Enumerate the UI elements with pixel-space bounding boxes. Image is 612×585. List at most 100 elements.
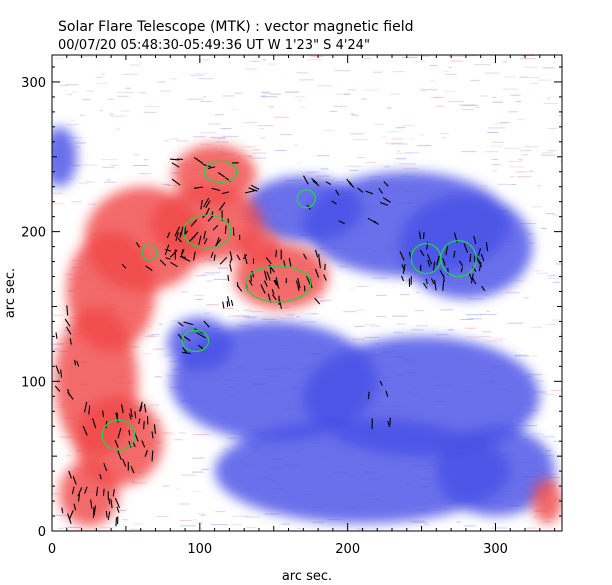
noise-streak [66, 124, 79, 126]
field-vector [481, 285, 486, 292]
field-vector [222, 301, 225, 309]
noise-streak [364, 336, 380, 338]
noise-streak [492, 170, 498, 172]
noise-streak [445, 73, 458, 75]
noise-streak [227, 437, 237, 439]
noise-streak [519, 76, 527, 78]
field-vector [445, 245, 449, 256]
field-vector [71, 486, 75, 495]
noise-streak [78, 182, 89, 184]
negative-region [52, 126, 78, 187]
noise-streak [504, 76, 517, 78]
field-vector [77, 487, 83, 497]
noise-streak [520, 150, 533, 151]
noise-streak [444, 70, 449, 72]
noise-streak [547, 150, 556, 152]
noise-streak [80, 114, 84, 116]
field-vector [373, 220, 380, 226]
field-vector [138, 401, 143, 412]
field-vector [68, 510, 74, 520]
field-vector [314, 297, 321, 305]
field-vector [165, 248, 172, 252]
noise-streak [200, 143, 214, 145]
noise-streak [357, 157, 366, 159]
noise-streak [74, 146, 82, 148]
noise-streak [447, 329, 454, 331]
noise-streak [246, 318, 255, 319]
noise-streak [533, 516, 538, 518]
noise-streak [456, 521, 461, 523]
field-vector [244, 254, 248, 264]
noise-streak [524, 297, 529, 299]
noise-streak [103, 181, 117, 183]
flux-contour [141, 244, 158, 261]
noise-streak [110, 164, 119, 166]
noise-streak [204, 272, 221, 274]
noise-streak [260, 96, 277, 98]
noise-streak [236, 310, 240, 312]
noise-streak [543, 102, 558, 104]
noise-streak [316, 155, 330, 157]
field-vector [180, 226, 184, 236]
noise-streak [423, 524, 430, 526]
noise-streak [102, 166, 115, 168]
noise-streak [529, 170, 534, 172]
noise-streak [521, 154, 529, 156]
noise-streak [242, 155, 256, 157]
field-vector [217, 172, 226, 178]
noise-streak [307, 59, 322, 61]
field-vector [232, 227, 235, 236]
noise-streak [507, 322, 524, 324]
noise-streak [492, 101, 504, 103]
noise-streak [274, 116, 289, 118]
noise-streak [350, 133, 365, 135]
noise-streak [217, 138, 226, 140]
noise-streak [101, 73, 106, 75]
noise-streak [492, 97, 497, 98]
noise-streak [396, 152, 412, 154]
noise-streak [125, 87, 132, 89]
field-vector [478, 262, 482, 272]
noise-streak [66, 455, 71, 457]
noise-streak [215, 511, 226, 513]
noise-streak [348, 89, 357, 91]
noise-streak [86, 181, 95, 183]
y-tick-label: 300 [21, 76, 46, 91]
noise-streak [312, 521, 325, 523]
noise-streak [83, 164, 98, 166]
field-vector [419, 249, 425, 257]
field-vector [221, 191, 230, 195]
noise-streak [514, 355, 530, 357]
noise-streak [375, 294, 387, 296]
field-vector [107, 511, 111, 520]
noise-streak [558, 114, 562, 116]
noise-streak [142, 353, 151, 355]
field-vector [305, 275, 311, 285]
noise-streak [61, 320, 75, 322]
noise-streak [464, 55, 478, 57]
noise-streak [296, 72, 308, 74]
noise-streak [448, 56, 465, 57]
field-vector [196, 332, 206, 339]
noise-streak [188, 98, 203, 100]
noise-streak [259, 128, 264, 130]
noise-streak [491, 527, 508, 529]
noise-streak [143, 111, 157, 113]
noise-streak [521, 55, 527, 57]
field-vector [95, 486, 99, 497]
noise-streak [169, 138, 179, 140]
noise-streak [527, 374, 543, 376]
x-tick-label: 100 [187, 542, 212, 557]
x-tick-label: 0 [48, 542, 56, 557]
field-vector [427, 259, 431, 267]
field-vector [348, 181, 355, 189]
noise-streak [474, 64, 491, 66]
field-vector [138, 418, 141, 425]
field-vector [442, 275, 445, 282]
noise-streak [392, 71, 405, 73]
field-vector [84, 486, 88, 494]
noise-streak [349, 169, 358, 171]
noise-streak [217, 267, 229, 269]
chart-title: Solar Flare Telescope (MTK) : vector mag… [58, 19, 414, 35]
field-vector [177, 238, 183, 243]
